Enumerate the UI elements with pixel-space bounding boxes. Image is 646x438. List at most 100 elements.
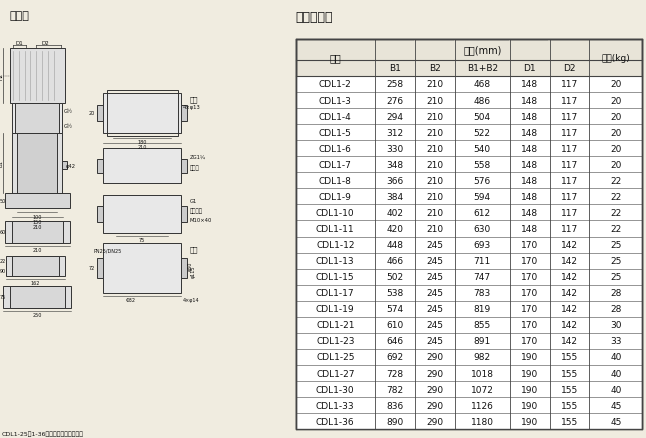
Bar [296,39,642,429]
Text: 72: 72 [89,266,95,271]
Text: 728: 728 [386,369,404,378]
Text: CDL1-19: CDL1-19 [316,304,355,314]
Circle shape [36,162,37,165]
Bar [12,134,62,194]
Bar [508,40,511,60]
Text: D2: D2 [41,42,49,46]
Circle shape [36,231,39,234]
Text: G1: G1 [189,199,196,204]
Text: D2: D2 [563,64,576,73]
Text: 28: 28 [610,304,621,314]
Text: 574: 574 [386,304,404,314]
Text: 142: 142 [561,272,578,282]
Bar [296,221,642,237]
Text: 20: 20 [610,128,621,138]
Text: 290: 290 [426,353,443,362]
Bar [17,134,57,194]
Text: ZG1¼: ZG1¼ [189,155,205,160]
Text: D1: D1 [16,42,23,46]
Text: CDL1-15: CDL1-15 [316,272,355,282]
Text: 210: 210 [426,160,443,170]
Text: 290: 290 [426,401,443,410]
Text: 1180: 1180 [471,417,494,426]
Text: 855: 855 [474,321,491,329]
Text: 891: 891 [474,337,491,346]
Text: 45: 45 [610,417,621,426]
Text: 155: 155 [561,401,578,410]
Text: 290: 290 [426,369,443,378]
Text: CDL1-12: CDL1-12 [316,240,355,250]
Text: 148: 148 [521,80,538,89]
Text: 558: 558 [474,160,491,170]
Bar [103,244,181,293]
Text: 40: 40 [610,369,621,378]
Text: 155: 155 [561,385,578,394]
Text: 612: 612 [474,208,491,217]
Text: 148: 148 [521,128,538,138]
Text: 148: 148 [521,145,538,153]
Text: CDL1-7: CDL1-7 [319,160,351,170]
Text: 25: 25 [610,257,621,265]
Text: 4×φ14: 4×φ14 [183,298,200,303]
Bar [296,109,642,125]
Text: 117: 117 [561,112,578,121]
Text: 819: 819 [474,304,491,314]
Text: 117: 117 [561,208,578,217]
Text: 20: 20 [89,111,95,116]
Text: 20: 20 [610,160,621,170]
Text: φ115: φ115 [191,265,196,277]
Circle shape [36,117,38,120]
Text: 692: 692 [386,353,404,362]
Text: 504: 504 [474,112,491,121]
Text: B1+B2: B1+B2 [466,64,498,73]
Text: 245: 245 [426,257,443,265]
Text: 155: 155 [561,369,578,378]
Text: 290: 290 [426,385,443,394]
Text: 646: 646 [386,337,404,346]
Text: CDL1-11: CDL1-11 [316,225,355,233]
Bar [5,222,70,244]
Text: 75: 75 [0,295,6,300]
Text: 190: 190 [521,417,538,426]
Bar [97,106,103,122]
Bar [296,39,642,429]
Text: 466: 466 [386,257,404,265]
Text: 28: 28 [610,289,621,297]
Bar [453,40,456,60]
Text: 148: 148 [521,177,538,185]
Bar [296,125,642,141]
Bar [296,349,642,365]
Text: 190: 190 [521,385,538,394]
Text: 117: 117 [561,225,578,233]
Text: 尺寸(mm): 尺寸(mm) [463,45,501,55]
Text: 22: 22 [610,208,621,217]
Bar [181,258,187,279]
Bar [296,333,642,349]
Text: CDL1-2: CDL1-2 [319,80,351,89]
Text: G½: G½ [63,124,72,129]
Bar [296,77,642,93]
Text: 402: 402 [386,208,403,217]
Text: 502: 502 [386,272,404,282]
Text: 276: 276 [386,96,404,105]
Text: 148: 148 [521,96,538,105]
Bar [12,256,59,276]
Text: 210: 210 [426,225,443,233]
Circle shape [36,296,38,299]
Bar [296,397,642,413]
Text: 142: 142 [561,289,578,297]
Bar [181,207,187,222]
Text: 148: 148 [521,192,538,201]
Text: 330: 330 [386,145,404,153]
Text: 22: 22 [610,192,621,201]
Text: 693: 693 [474,240,491,250]
Text: 210: 210 [426,128,443,138]
Text: 630: 630 [474,225,491,233]
Bar [107,91,178,137]
Text: 170: 170 [521,337,538,346]
Text: 117: 117 [561,128,578,138]
Bar [413,40,416,60]
Text: CDL1-33: CDL1-33 [316,401,355,410]
Text: 142: 142 [561,240,578,250]
Text: 40: 40 [610,385,621,394]
